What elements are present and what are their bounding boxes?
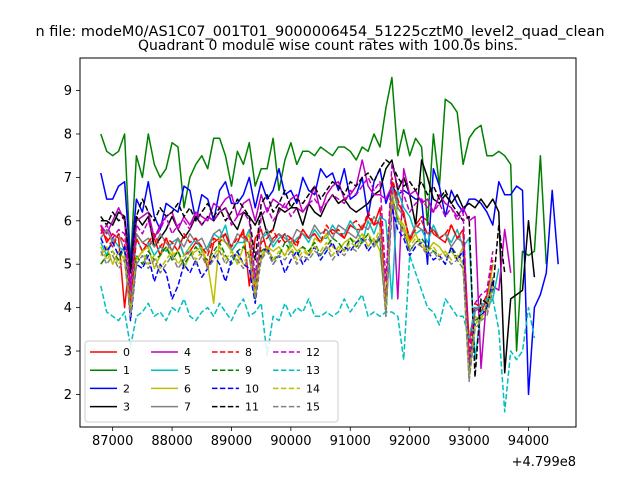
y-tick-label: 3 [64,345,72,360]
legend-label-15: 15 [306,401,320,414]
series-line-11 [100,159,506,378]
figure-suptitle: n file: modeM0/AS1C07_001T01_9000006454_… [35,24,604,40]
y-tick-label: 6 [64,214,72,229]
legend-label-0: 0 [123,346,130,359]
legend-label-14: 14 [306,382,320,395]
x-tick-label: 88000 [151,434,192,449]
x-axis-offset-label: +4.799e8 [512,455,576,470]
plot-lines [100,76,559,413]
series-line-9 [100,193,494,374]
legend-label-5: 5 [184,364,191,377]
legend-label-7: 7 [184,401,191,414]
x-tick-label: 91000 [330,434,371,449]
y-tick-label: 2 [64,388,72,403]
x-tick-label: 90000 [270,434,311,449]
series-line-10 [100,207,494,378]
x-tick-label: 89000 [211,434,252,449]
y-tick-label: 4 [64,301,72,316]
legend-label-2: 2 [123,382,130,395]
series-line-2 [100,167,559,396]
legend-label-1: 1 [123,364,130,377]
legend-label-3: 3 [123,401,130,414]
chart-title: Quadrant 0 module wise count rates with … [138,38,518,54]
y-tick-label: 5 [64,258,72,273]
legend-label-11: 11 [245,401,259,414]
legend-label-10: 10 [245,382,259,395]
series-line-15 [100,198,494,383]
x-tick-label: 94000 [508,434,549,449]
x-axis: 87000 88000 89000 90000 91000 92000 93000 94000 [92,427,549,449]
legend-label-9: 9 [245,364,252,377]
legend-label-12: 12 [306,346,320,359]
legend-label-6: 6 [184,382,191,395]
series-line-12 [100,163,494,365]
legend-box [84,340,339,423]
x-tick-label: 87000 [92,434,133,449]
y-tick-label: 8 [64,127,72,142]
y-tick-label: 9 [64,84,72,99]
x-tick-label: 93000 [448,434,489,449]
series-line-3 [100,159,536,374]
legend-label-13: 13 [306,364,320,377]
legend-label-8: 8 [245,346,252,359]
legend-label-4: 4 [184,346,191,359]
series-line-8 [100,176,494,357]
series-line-7 [100,185,494,370]
y-tick-label: 7 [64,171,72,186]
series-line-13 [100,254,536,413]
series-line-14 [100,193,494,378]
series-line-1 [100,76,548,352]
x-tick-label: 92000 [389,434,430,449]
y-axis: 2 3 4 5 6 7 8 9 [64,84,80,403]
